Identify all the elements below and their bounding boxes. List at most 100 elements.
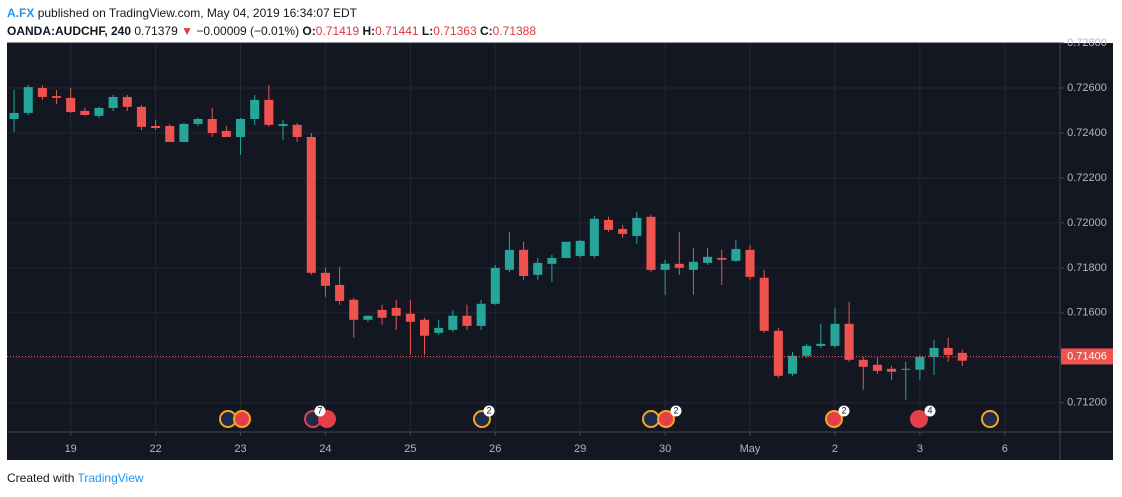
c-value: 0.71388 [492,24,537,38]
x-tick-label: 19 [65,443,77,455]
candle-body [165,125,175,142]
c-label: C: [479,24,493,38]
l-label: L: [421,24,434,38]
candle-body [943,347,953,355]
x-tick-label: 29 [574,443,586,455]
candle-body [759,277,769,331]
candle-body [490,267,500,304]
x-tick-label: 2 [832,443,838,455]
event-icon[interactable] [657,410,675,428]
x-tick-label: 26 [489,443,501,455]
candle-body [844,323,854,360]
header-line: OANDA:AUDCHF, 240 0.71379 ▼ −0.00009 (−0… [7,22,536,40]
last-price-box [1061,348,1113,365]
event-badge-text: 2 [841,405,846,415]
candle-body [688,261,698,270]
candle-body [278,123,288,126]
candle-body [349,299,359,320]
x-tick-label: 3 [917,443,923,455]
event-icon[interactable] [233,410,251,428]
candle-body [915,356,925,370]
candle-body [957,352,967,361]
event-icon[interactable] [825,410,843,428]
h-value: 0.71441 [375,24,419,38]
author[interactable]: A.FX [7,6,35,20]
candle-body [80,110,90,115]
candle-body [136,106,146,127]
candle-body [108,96,118,108]
candle-body [504,249,514,270]
event-badge-text: 2 [673,405,678,415]
x-tick-label: 23 [234,443,246,455]
symbol: OANDA:AUDCHF, 240 [7,24,132,38]
x-tick-label: 22 [149,443,161,455]
header-line: A.FX published on TradingView.com, May 0… [7,4,536,22]
event-badge [314,405,326,417]
chart-background [7,43,1113,460]
candle-body [660,263,670,270]
candle-body [901,368,911,370]
candle-body [632,217,642,236]
event-badge [670,405,682,417]
candle-body [929,347,939,357]
candle-body [377,309,387,318]
candle-body [151,125,161,128]
candle-body [66,97,76,113]
y-tick-label: 0.72000 [1067,217,1107,229]
candle-body [731,248,741,261]
candle-body [476,303,486,326]
candle-body [589,218,599,256]
last-price-label: 0.71406 [1067,350,1107,362]
candle-body [363,315,373,320]
event-badge [838,405,850,417]
y-tick-label: 0.71600 [1067,307,1107,319]
x-tick-label: May [740,443,761,455]
candle-body [561,241,571,258]
o-label: O: [302,24,316,38]
price: 0.71379 [134,24,178,38]
candle-body [872,364,882,371]
event-icon[interactable] [642,410,660,428]
candle-body [207,119,217,133]
events: 7 2 2 2 4 [219,405,999,428]
brand[interactable]: TradingView [77,471,144,485]
candle-body [391,307,401,316]
candle-body [434,327,444,333]
candle-body [94,107,104,116]
candle-body [292,124,302,137]
event-badge-text: 4 [927,405,932,415]
arrow: ▼ [181,24,193,38]
event-icon[interactable] [910,410,928,428]
candle-body [37,87,47,97]
event-badge [483,405,495,417]
published: published on TradingView.com, May 04, 20… [37,6,357,20]
event-badge-text: 2 [486,405,491,415]
candle-body [830,323,840,346]
x-tick-label: 30 [659,443,671,455]
candle-body [717,257,727,260]
candle-body [575,240,585,256]
candle-body [787,355,798,374]
candle-body [773,330,783,376]
candle-body [603,219,614,230]
candle-body [221,130,231,137]
candle-body [419,319,430,336]
candle-body [264,99,274,125]
candle-body [23,87,33,113]
candle-body [887,368,897,372]
header: A.FX published on TradingView.com, May 0… [7,4,536,40]
y-tick-label: 0.72800 [1067,37,1107,49]
change: −0.00009 (−0.01%) [196,24,300,38]
o-value: 0.71419 [315,24,360,38]
candle-body [250,99,260,120]
y-tick-label: 0.72200 [1067,172,1107,184]
candle-body [745,249,755,277]
candle-body [462,315,472,326]
candle-body [52,96,62,98]
event-icon[interactable] [981,410,999,428]
candle-body [405,313,415,322]
candle-body [448,315,458,330]
candle-body [193,119,203,124]
